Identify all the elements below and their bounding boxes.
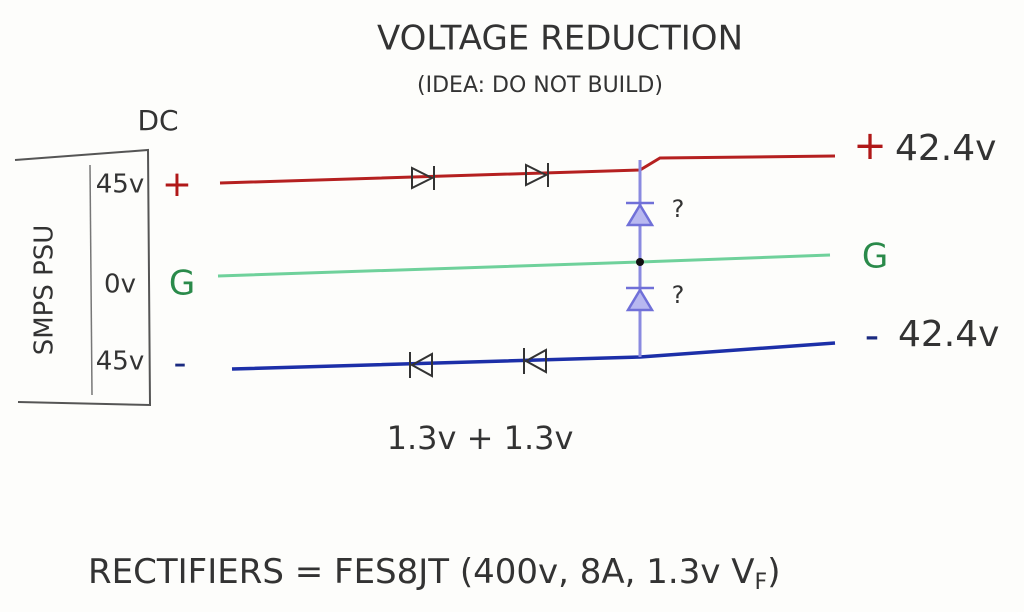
dc-label: DC: [137, 104, 178, 137]
psu-voltage: 45v: [96, 170, 144, 200]
title: VOLTAGE REDUCTION: [377, 19, 743, 59]
footer-note: RECTIFIERS = FES8JT (400v, 8A, 1.3v VF): [88, 552, 780, 596]
psu-divider: [89, 164, 93, 396]
psu-voltage: 0v: [104, 270, 136, 300]
terminal: +: [853, 123, 887, 169]
zener-diode: [625, 201, 655, 312]
output-voltage: 42.4v: [898, 314, 999, 355]
diode: [411, 163, 549, 190]
psu-box: [14, 148, 152, 407]
terminal: G: [169, 264, 195, 304]
footer-text: RECTIFIERS = FES8JT (400v, 8A, 1.3v V: [88, 552, 755, 592]
terminal: +: [162, 164, 192, 205]
footer-subscript: F: [755, 570, 768, 595]
footer-close: ): [767, 552, 780, 592]
psu-voltage: 45v: [96, 347, 144, 377]
junction: [636, 258, 644, 266]
psu-name: SMPS PSU: [30, 225, 60, 356]
terminal: -: [174, 343, 187, 384]
drop-label: 1.3v + 1.3v: [387, 419, 574, 457]
terminal: -: [865, 313, 879, 359]
output-voltage: 42.4v: [895, 128, 996, 169]
question-mark: ?: [672, 281, 685, 309]
diode: [409, 348, 547, 378]
terminal: G: [862, 237, 888, 277]
question-mark: ?: [672, 195, 685, 223]
subtitle: (IDEA: DO NOT BUILD): [417, 73, 663, 98]
